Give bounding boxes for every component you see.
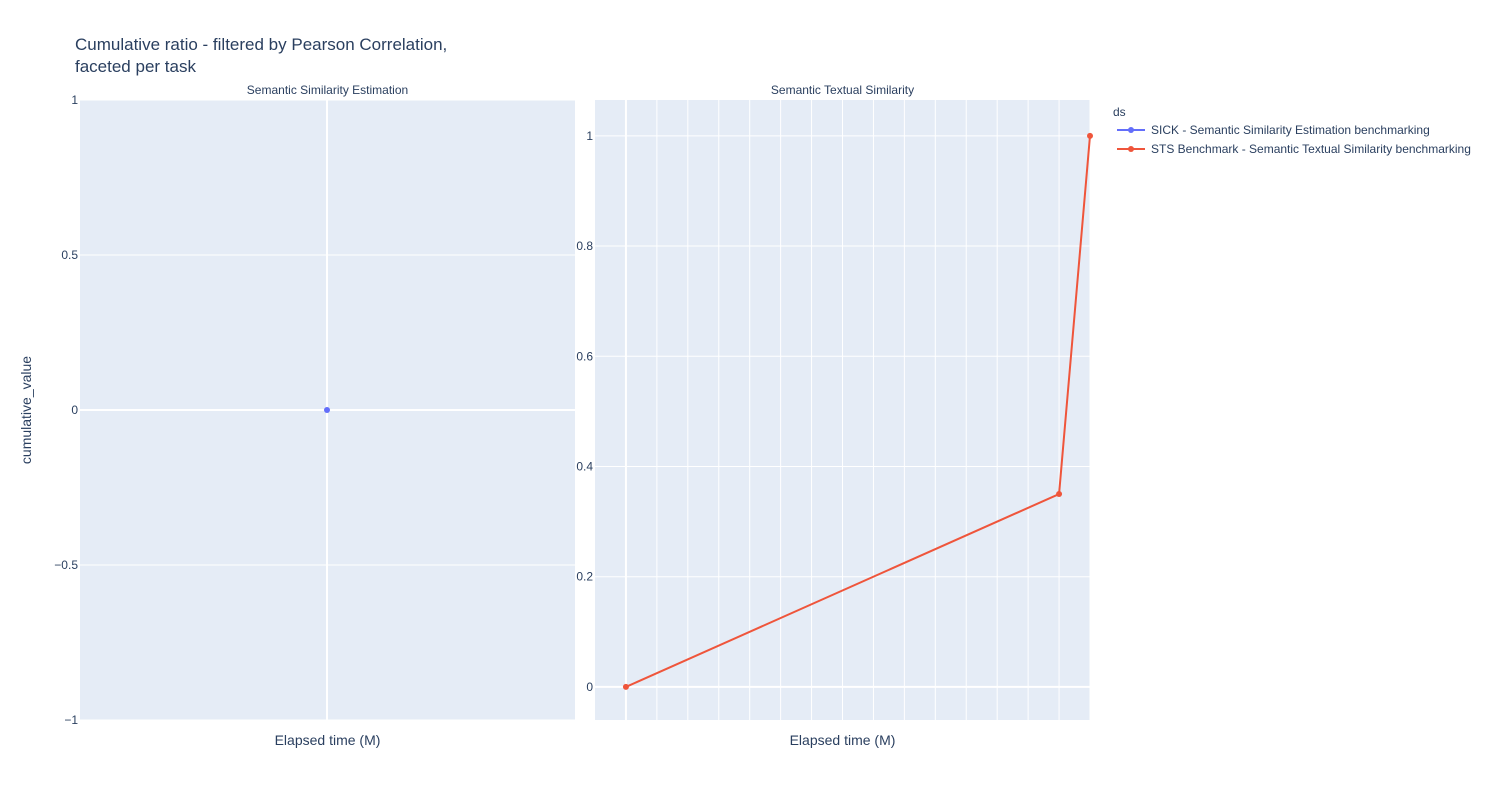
y-tick-label: −0.5 (54, 558, 78, 572)
subplot-panels: 1 0.5 0 −0.5 −1 Semantic Similarity Estimatio… (54, 83, 1093, 748)
x-axis-title: Elapsed time (M) (275, 732, 381, 748)
legend-title: ds (1113, 105, 1126, 119)
subplot-title: Semantic Textual Similarity (771, 83, 914, 97)
subplot-2: 1 0.8 0.6 0.4 0.2 0 Semantic Textual Similarit… (576, 83, 1093, 748)
legend-item-1: SICK - Semantic Similarity Estimation be… (1117, 123, 1430, 137)
data-point (324, 407, 330, 413)
y-tick-label: 0 (586, 680, 593, 694)
y-tick-label: 1 (71, 93, 78, 107)
y-tick-label: 1 (586, 129, 593, 143)
legend-marker (1128, 127, 1134, 133)
y-axis-title: cumulative_value (18, 356, 34, 464)
y-tick-label: 0.8 (576, 239, 593, 253)
data-point (1087, 132, 1093, 139)
data-point (1056, 491, 1063, 498)
legend: ds SICK - Semantic Similarity Estimation… (1113, 105, 1471, 156)
legend-label: STS Benchmark - Semantic Textual Similar… (1151, 142, 1471, 156)
y-tick-label: 0.6 (576, 349, 593, 363)
legend-item-2: STS Benchmark - Semantic Textual Similar… (1117, 142, 1471, 156)
chart-title-line-2: faceted per task (75, 57, 196, 76)
legend-label: SICK - Semantic Similarity Estimation be… (1151, 123, 1430, 137)
data-point (622, 683, 629, 690)
subplot-1: 1 0.5 0 −0.5 −1 Semantic Similarity Estimatio… (54, 83, 575, 748)
subplot-title: Semantic Similarity Estimation (247, 83, 408, 97)
chart-title-line-1: Cumulative ratio - filtered by Pearson C… (75, 35, 447, 54)
x-axis-title: Elapsed time (M) (790, 732, 896, 748)
y-tick-label: 0 (71, 403, 78, 417)
y-tick-label: −1 (64, 713, 78, 727)
y-tick-label: 0.5 (61, 248, 78, 262)
legend-marker (1128, 146, 1134, 152)
y-tick-label: 0.2 (576, 570, 593, 584)
y-tick-label: 0.4 (576, 459, 593, 473)
